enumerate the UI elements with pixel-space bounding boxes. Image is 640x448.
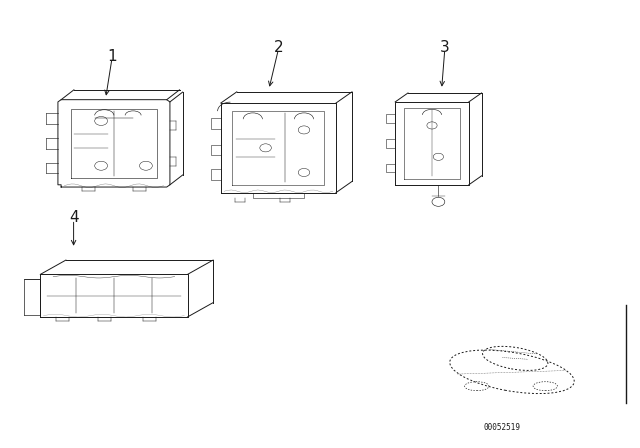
Text: 00052519: 00052519 <box>484 423 521 432</box>
Text: 2: 2 <box>273 39 284 55</box>
Text: 4: 4 <box>68 210 79 225</box>
Text: 1: 1 <box>107 48 117 64</box>
Text: 3: 3 <box>440 39 450 55</box>
